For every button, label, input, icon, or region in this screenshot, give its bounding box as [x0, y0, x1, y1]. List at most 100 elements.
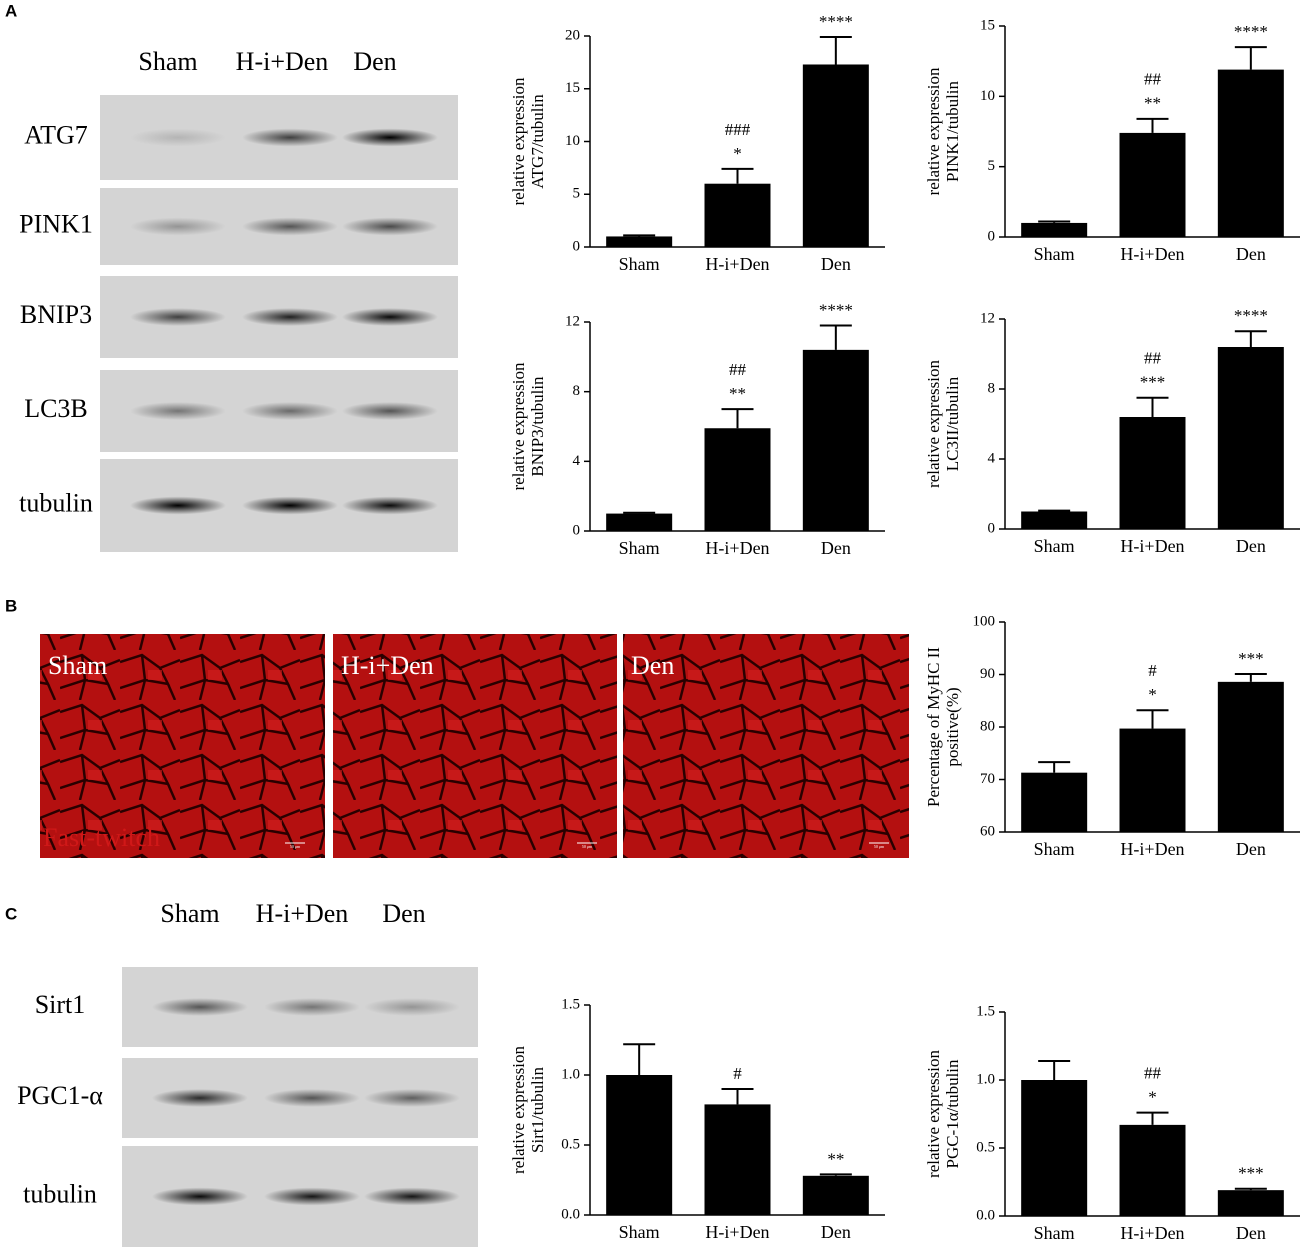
significance-label: *: [1148, 1088, 1157, 1107]
blot-band: [152, 1187, 248, 1206]
x-tick-label: Sham: [619, 1222, 660, 1242]
blot-band: [242, 308, 338, 326]
significance-label: **: [1144, 94, 1161, 113]
bar: [704, 428, 771, 531]
row-label: tubulin: [19, 488, 93, 517]
x-tick-label: Sham: [619, 254, 660, 274]
row-label: ATG7: [24, 120, 88, 149]
bar: [1217, 69, 1284, 238]
y-tick-label: 0: [573, 522, 581, 538]
bar: [606, 236, 673, 247]
blot-band: [364, 1187, 460, 1206]
blot-band: [342, 308, 438, 326]
y-tick-label: 10: [980, 88, 995, 104]
blot-band: [130, 496, 226, 515]
y-axis-label: positive(%): [943, 687, 962, 766]
row-label: BNIP3: [20, 300, 92, 329]
blot-band: [242, 496, 338, 515]
micrograph: [623, 634, 909, 858]
lane-label: Sham: [160, 899, 219, 928]
blot-band: [264, 1187, 360, 1206]
significance-label: ***: [1140, 373, 1166, 392]
y-tick-label: 1.5: [976, 1003, 995, 1019]
bar: [1119, 728, 1186, 832]
bar: [802, 64, 869, 247]
y-tick-label: 4: [573, 453, 581, 469]
significance-label: ****: [819, 300, 853, 319]
y-tick-label: 0: [988, 520, 996, 536]
panel-label: C: [5, 904, 17, 923]
y-axis-label: relative expression: [924, 1050, 943, 1178]
y-axis-label: relative expression: [924, 67, 943, 195]
y-axis-label: BNIP3/tubulin: [528, 376, 547, 477]
bar: [704, 183, 771, 247]
significance-label: ##: [729, 360, 747, 379]
significance-label: ##: [1144, 70, 1162, 89]
scale-bar-label: 50 μm: [582, 844, 593, 849]
panel-label: A: [5, 1, 17, 20]
x-tick-label: Den: [821, 254, 851, 274]
panel-label: B: [5, 596, 17, 615]
blot-band: [130, 402, 226, 420]
blot-band: [342, 217, 438, 236]
y-tick-label: 100: [973, 613, 996, 629]
significance-label: *: [733, 144, 742, 163]
blot-band: [130, 217, 226, 236]
image-label: Den: [631, 651, 674, 680]
blot-band: [242, 217, 338, 236]
lane-label: Den: [382, 899, 425, 928]
y-tick-label: 8: [988, 380, 996, 396]
x-tick-label: Den: [821, 538, 851, 558]
blot-band: [364, 1089, 460, 1107]
y-tick-label: 0: [573, 238, 581, 254]
blot-band: [264, 998, 360, 1016]
x-tick-label: Den: [1236, 244, 1266, 264]
y-axis-label: Sirt1/tubulin: [528, 1067, 547, 1153]
scale-bar-label: 50 μm: [290, 844, 301, 849]
row-label: Sirt1: [35, 990, 86, 1019]
y-axis-label: relative expression: [509, 77, 528, 205]
stain-label: Fast-twitch: [43, 823, 160, 852]
y-tick-label: 90: [980, 666, 995, 682]
bar: [606, 1075, 673, 1215]
bar: [704, 1104, 771, 1215]
y-tick-label: 8: [573, 383, 581, 399]
bar: [802, 349, 869, 531]
image-label: Sham: [48, 651, 107, 680]
blot-band: [152, 998, 248, 1016]
blot-band: [152, 1089, 248, 1107]
bar: [1119, 1124, 1186, 1216]
y-tick-label: 5: [988, 158, 996, 174]
y-tick-label: 15: [565, 80, 580, 96]
significance-label: #: [733, 1064, 742, 1083]
x-tick-label: Sham: [1034, 536, 1075, 556]
lane-label: Den: [353, 47, 396, 76]
y-axis-label: ATG7/tubulin: [528, 94, 547, 189]
y-tick-label: 10: [565, 133, 580, 149]
bar: [1119, 132, 1186, 237]
y-tick-label: 60: [980, 823, 995, 839]
y-axis-label: relative expression: [509, 1046, 528, 1174]
x-tick-label: H-i+Den: [1120, 536, 1184, 556]
y-tick-label: 1.5: [561, 996, 580, 1012]
bar: [606, 513, 673, 531]
blot-band: [342, 402, 438, 420]
y-tick-label: 20: [565, 27, 580, 43]
y-tick-label: 0.5: [976, 1139, 995, 1155]
y-tick-label: 1.0: [976, 1071, 995, 1087]
micrograph: [40, 634, 325, 858]
row-label: PINK1: [19, 209, 93, 238]
y-axis-label: relative expression: [924, 360, 943, 488]
blot-band: [364, 998, 460, 1016]
x-tick-label: Den: [1236, 1223, 1266, 1243]
y-axis-label: PINK1/tubulin: [943, 80, 962, 182]
bar: [1021, 511, 1088, 529]
lane-label: H-i+Den: [256, 899, 349, 928]
bar: [1021, 1080, 1088, 1216]
significance-label: *: [1148, 685, 1157, 704]
blot-band: [242, 402, 338, 420]
x-tick-label: Sham: [619, 538, 660, 558]
y-tick-label: 0.0: [561, 1206, 580, 1222]
x-tick-label: H-i+Den: [1120, 1223, 1184, 1243]
